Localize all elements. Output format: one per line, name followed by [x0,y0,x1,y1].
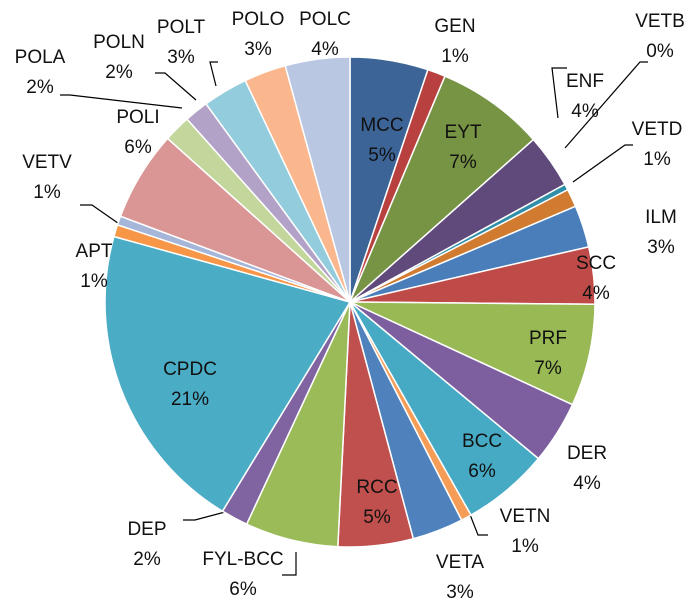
slice-value: 2% [26,77,54,98]
slice-value: 3% [167,47,195,68]
slice-value: 4% [573,473,601,494]
slice-label: RCC [356,477,397,498]
slice-value: 7% [449,152,477,173]
slice-label: VETN [500,506,551,527]
slice-value: 6% [124,137,152,158]
slice-label: VETV [22,152,72,173]
slice-value: 6% [229,579,257,600]
slice-value: 1% [643,149,671,170]
slice-label: GEN [434,16,475,37]
slice-label: APT [76,241,113,262]
slice-label: BCC [462,431,502,452]
slice-label: VETA [436,552,485,573]
slice-value: 1% [80,271,108,292]
slice-value: 2% [105,62,133,83]
slice-label: POLN [93,32,145,53]
slice-value: 4% [582,283,610,304]
pie-slice [349,75,535,303]
slice-value: 3% [244,39,272,60]
slice-value: 1% [441,46,469,67]
slice-label: POLI [116,107,159,128]
slice-value: 4% [311,39,339,60]
slice-value: 1% [33,182,61,203]
pie-slice [104,235,352,513]
slice-value: 5% [368,145,396,166]
slice-value: 3% [647,237,675,258]
slice-label: ENF [566,71,604,92]
slice-label: POLT [157,17,206,38]
slice-value: 5% [363,507,391,528]
slice-label: DEP [127,519,166,540]
slice-label: DER [567,443,607,464]
slice-value: 0% [646,41,674,62]
slice-label: POLA [15,47,66,68]
slice-label: FYL-BCC [202,549,283,570]
slice-value: 4% [571,101,599,122]
pie-slice [284,56,351,303]
slice-label: SCC [576,253,616,274]
slice-value: 6% [468,461,496,482]
slice-value: 1% [511,536,539,557]
slice-label: POLC [299,9,351,30]
slice-label: ILM [645,207,677,228]
slice-label: VETB [635,11,685,32]
slice-label: VETD [632,119,683,140]
slice-value: 7% [534,358,562,379]
slice-value: 2% [133,549,161,570]
slice-value: 21% [171,389,209,410]
slice-label: EYT [445,122,482,143]
slice-label: MCC [360,115,403,136]
slice-value: 3% [446,582,474,602]
slice-label: PRF [529,328,567,349]
slice-label: CPDC [163,359,217,380]
slice-label: POLO [232,9,285,30]
